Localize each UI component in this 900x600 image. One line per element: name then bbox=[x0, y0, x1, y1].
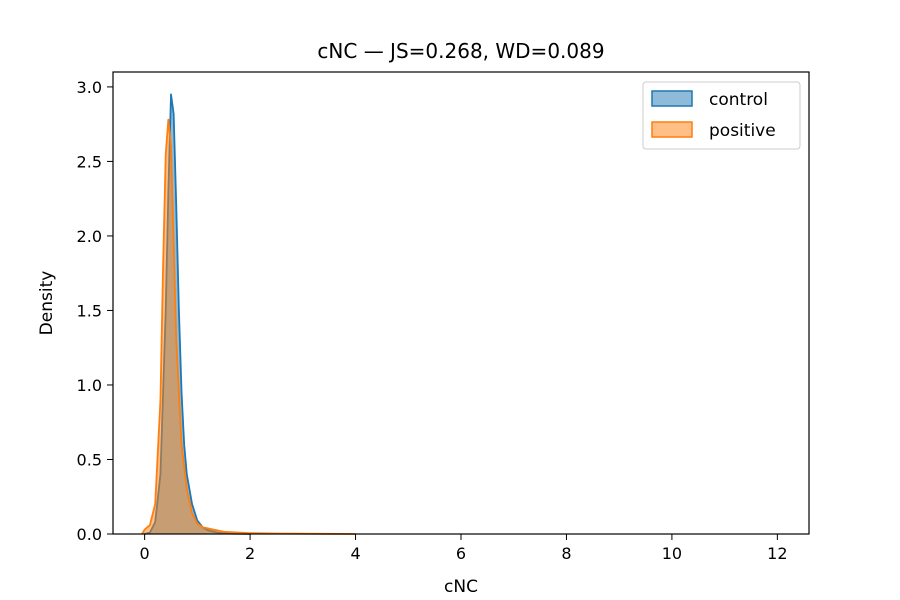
y-tick-label: 0.0 bbox=[77, 525, 102, 544]
y-tick-label: 1.0 bbox=[77, 376, 102, 395]
x-tick-label: 2 bbox=[245, 544, 255, 563]
y-axis-label: Density bbox=[37, 271, 57, 336]
x-axis-ticks: 0 2 4 6 8 10 12 bbox=[140, 534, 788, 563]
x-tick-label: 6 bbox=[456, 544, 466, 563]
y-tick-label: 3.0 bbox=[77, 78, 102, 97]
legend-swatch-positive bbox=[651, 121, 693, 138]
y-tick-label: 0.5 bbox=[77, 450, 102, 469]
x-tick-label: 10 bbox=[662, 544, 682, 563]
y-tick-label: 2.0 bbox=[77, 227, 102, 246]
y-axis-ticks: 0.0 0.5 1.0 1.5 2.0 2.5 3.0 bbox=[77, 78, 113, 544]
legend-label-positive: positive bbox=[709, 121, 776, 141]
legend: control positive bbox=[642, 81, 801, 150]
series-layer bbox=[141, 93, 356, 535]
legend-swatch-control bbox=[651, 90, 693, 107]
series-line-positive bbox=[141, 118, 356, 535]
x-tick-label: 0 bbox=[140, 544, 150, 563]
x-tick-label: 8 bbox=[561, 544, 571, 563]
x-axis-label: cNC bbox=[444, 577, 478, 597]
y-tick-label: 2.5 bbox=[77, 152, 102, 171]
series-area-positive bbox=[142, 119, 356, 534]
chart-title: cNC — JS=0.268, WD=0.089 bbox=[317, 39, 604, 63]
x-tick-label: 12 bbox=[767, 544, 787, 563]
x-tick-label: 4 bbox=[350, 544, 360, 563]
y-tick-label: 1.5 bbox=[77, 301, 102, 320]
legend-label-control: control bbox=[709, 90, 768, 110]
